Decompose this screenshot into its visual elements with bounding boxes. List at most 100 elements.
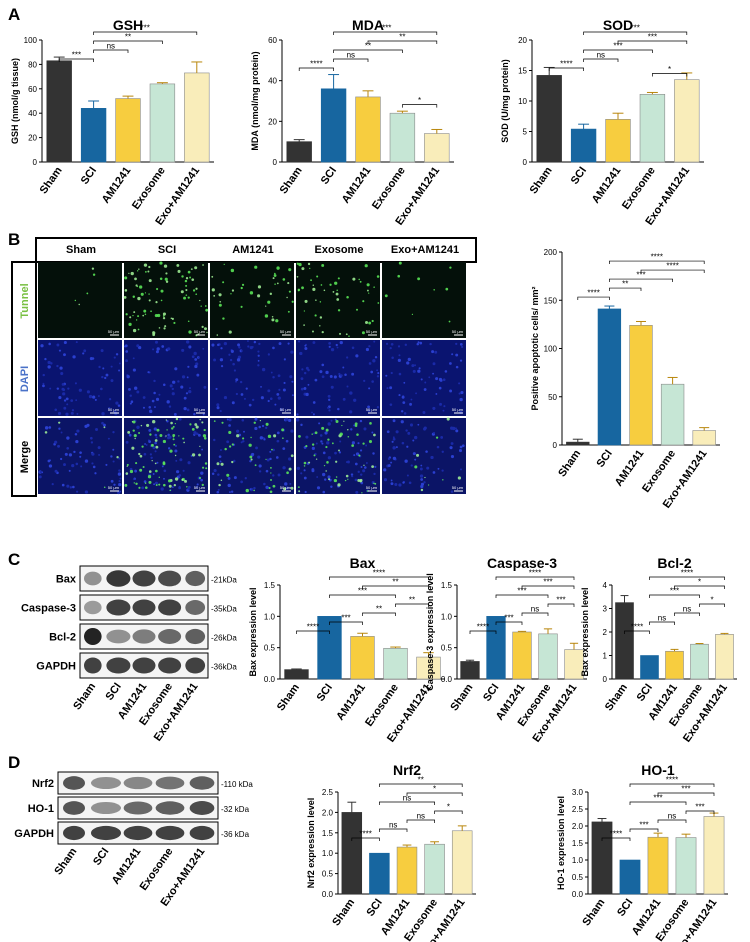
nucleus-dot bbox=[118, 469, 121, 472]
nucleus-dot bbox=[69, 486, 73, 489]
significance-bracket bbox=[617, 40, 688, 44]
apoptotic-dot bbox=[321, 264, 325, 267]
apoptotic-dot bbox=[152, 420, 156, 424]
nucleus-dot bbox=[144, 443, 146, 445]
scale-bar-label: 50 μm bbox=[452, 485, 464, 490]
apoptotic-dot bbox=[189, 423, 192, 426]
column-header: AM1241 bbox=[232, 244, 274, 256]
nucleus-dot bbox=[389, 386, 393, 390]
apoptotic-dot bbox=[201, 421, 204, 424]
nucleus-dot bbox=[372, 359, 376, 363]
y-tick-label: 0 bbox=[603, 675, 608, 684]
nucleus-dot bbox=[161, 465, 164, 468]
apoptotic-dot bbox=[156, 313, 161, 318]
scale-bar-label: 50 μm bbox=[452, 329, 464, 334]
micrograph-background bbox=[38, 262, 122, 338]
micrograph-dapi-1: 50 μm bbox=[124, 340, 208, 416]
significance-bracket bbox=[624, 630, 650, 634]
nucleus-dot bbox=[371, 431, 374, 434]
nucleus-dot bbox=[236, 358, 241, 362]
nucleus-dot bbox=[386, 430, 390, 434]
nucleus-dot bbox=[291, 394, 294, 397]
apoptotic-dot bbox=[132, 295, 136, 299]
y-tick-label: 1.5 bbox=[264, 581, 276, 590]
nucleus-dot bbox=[335, 343, 338, 347]
scale-bar-label: 50 μm bbox=[280, 329, 292, 334]
nucleus-dot bbox=[419, 467, 423, 471]
nucleus-dot bbox=[288, 457, 292, 461]
scale-bar-label: 50 μm bbox=[194, 407, 206, 412]
nucleus-dot bbox=[276, 431, 280, 435]
nucleus-dot bbox=[283, 381, 286, 385]
blot-band bbox=[90, 825, 122, 841]
apoptotic-dot bbox=[303, 324, 305, 326]
nucleus-dot bbox=[183, 396, 187, 400]
nucleus-dot bbox=[242, 440, 245, 443]
nucleus-dot bbox=[149, 453, 153, 456]
apoptotic-dot bbox=[132, 328, 137, 333]
y-tick-label: 100 bbox=[24, 36, 38, 45]
nucleus-dot bbox=[70, 399, 74, 403]
blot-band bbox=[158, 570, 182, 587]
significance-bracket bbox=[583, 31, 688, 35]
apoptotic-dot bbox=[200, 305, 202, 307]
apoptotic-dot bbox=[362, 442, 365, 445]
nucleus-dot bbox=[245, 387, 248, 390]
apoptotic-dot bbox=[270, 466, 272, 469]
blot-kda-label: -36 kDa bbox=[221, 830, 250, 839]
nucleus-dot bbox=[60, 457, 63, 461]
significance-bracket bbox=[406, 819, 435, 823]
nucleus-dot bbox=[76, 490, 79, 493]
significance-label: **** bbox=[307, 623, 319, 632]
nucleus-dot bbox=[265, 426, 268, 429]
nucleus-dot bbox=[229, 358, 233, 362]
nucleus-dot bbox=[279, 407, 283, 412]
apoptotic-dot bbox=[336, 298, 340, 301]
blot-band bbox=[155, 825, 185, 841]
nucleus-dot bbox=[228, 424, 231, 427]
significance-bracket bbox=[333, 58, 369, 62]
apoptotic-dot bbox=[249, 455, 253, 459]
nucleus-dot bbox=[247, 345, 250, 348]
nucleus-dot bbox=[185, 340, 190, 344]
apoptotic-dot bbox=[358, 454, 361, 457]
nucleus-dot bbox=[134, 469, 138, 473]
nucleus-dot bbox=[145, 443, 148, 446]
blot-kda-label: -26kDa bbox=[211, 634, 237, 643]
nucleus-dot bbox=[61, 483, 65, 487]
blot-row-label: Bcl-2 bbox=[49, 632, 76, 644]
apoptotic-dot bbox=[204, 305, 207, 307]
nucleus-dot bbox=[51, 483, 54, 486]
nucleus-dot bbox=[231, 401, 235, 405]
nucleus-dot bbox=[48, 426, 52, 429]
nucleus-dot bbox=[290, 350, 294, 354]
nucleus-dot bbox=[243, 430, 245, 433]
apoptotic-dot bbox=[259, 420, 262, 422]
nucleus-dot bbox=[66, 403, 69, 406]
significance-bracket bbox=[609, 278, 673, 283]
nucleus-dot bbox=[76, 412, 79, 415]
apoptotic-dot bbox=[195, 425, 199, 429]
nucleus-dot bbox=[364, 466, 367, 469]
apoptotic-dot bbox=[156, 287, 159, 291]
blot-band bbox=[132, 570, 156, 587]
nucleus-dot bbox=[272, 474, 275, 477]
apoptotic-dot bbox=[253, 489, 255, 492]
blot-band bbox=[158, 599, 182, 616]
blot-band bbox=[155, 776, 185, 790]
nucleus-dot bbox=[230, 490, 234, 493]
nucleus-dot bbox=[63, 353, 66, 357]
apoptotic-dot bbox=[335, 476, 338, 478]
y-tick-label: 20 bbox=[28, 134, 37, 143]
nucleus-dot bbox=[213, 358, 217, 362]
nucleus-dot bbox=[258, 425, 261, 429]
apoptotic-dot bbox=[116, 456, 119, 459]
significance-label: * bbox=[710, 596, 713, 605]
apoptotic-dot bbox=[338, 449, 340, 452]
significance-label: **** bbox=[651, 253, 663, 262]
nucleus-dot bbox=[460, 345, 464, 349]
micrograph-background bbox=[382, 262, 466, 338]
chart-title: HO-1 bbox=[641, 762, 675, 778]
nucleus-dot bbox=[321, 472, 326, 477]
apoptotic-dot bbox=[154, 313, 158, 318]
